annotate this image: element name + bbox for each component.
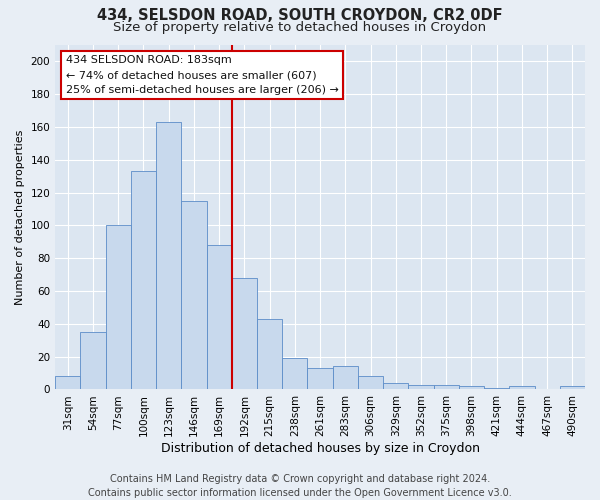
Bar	[282, 358, 307, 390]
Bar	[459, 386, 484, 390]
Bar	[257, 319, 282, 390]
Bar	[55, 376, 80, 390]
Text: 434 SELSDON ROAD: 183sqm
← 74% of detached houses are smaller (607)
25% of semi-: 434 SELSDON ROAD: 183sqm ← 74% of detach…	[66, 56, 338, 95]
Bar	[409, 384, 434, 390]
Text: Contains HM Land Registry data © Crown copyright and database right 2024.
Contai: Contains HM Land Registry data © Crown c…	[88, 474, 512, 498]
Text: 434, SELSDON ROAD, SOUTH CROYDON, CR2 0DF: 434, SELSDON ROAD, SOUTH CROYDON, CR2 0D…	[97, 8, 503, 22]
Bar	[232, 278, 257, 390]
Bar	[206, 245, 232, 390]
Bar	[434, 384, 459, 390]
Bar	[332, 366, 358, 390]
Bar	[383, 383, 409, 390]
Bar	[131, 172, 156, 390]
Text: Size of property relative to detached houses in Croydon: Size of property relative to detached ho…	[113, 21, 487, 34]
Y-axis label: Number of detached properties: Number of detached properties	[15, 130, 25, 305]
Bar	[156, 122, 181, 390]
Bar	[181, 201, 206, 390]
Bar	[484, 388, 509, 390]
Bar	[509, 386, 535, 390]
X-axis label: Distribution of detached houses by size in Croydon: Distribution of detached houses by size …	[161, 442, 479, 455]
Bar	[307, 368, 332, 390]
Bar	[80, 332, 106, 390]
Bar	[358, 376, 383, 390]
Bar	[106, 226, 131, 390]
Bar	[560, 386, 585, 390]
